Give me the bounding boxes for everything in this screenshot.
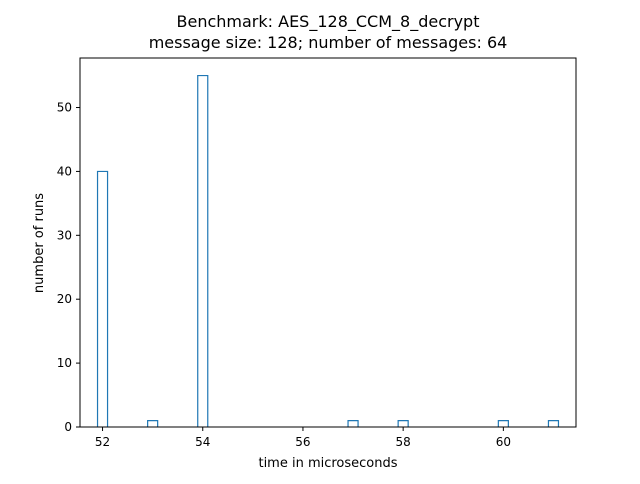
histogram-bar (547, 420, 560, 427)
histogram-bar (397, 420, 409, 427)
y-axis-label: number of runs (32, 193, 47, 293)
x-tick-label: 56 (295, 435, 310, 449)
histogram-bar (347, 420, 359, 427)
chart-title: Benchmark: AES_128_CCM_8_decrypt (177, 12, 480, 32)
y-tick-label: 10 (57, 356, 72, 370)
y-tick-label: 30 (57, 228, 72, 242)
y-tick-label: 20 (57, 292, 72, 306)
x-tick-label: 60 (496, 435, 511, 449)
ticks-layer: 52 54 56 58 60 0 10 20 30 40 50 (57, 101, 511, 449)
histogram-bar (197, 74, 209, 427)
x-tick-label: 58 (396, 435, 411, 449)
chart-subtitle: message size: 128; number of messages: 6… (149, 33, 508, 52)
plot-frame (79, 57, 577, 428)
histogram-bar (497, 420, 509, 427)
histogram-bar (96, 170, 109, 427)
histogram-bar (147, 420, 159, 427)
x-tick-label: 52 (95, 435, 110, 449)
y-tick-label: 0 (64, 420, 72, 434)
y-tick-label: 50 (57, 101, 72, 115)
x-tick-label: 54 (195, 435, 210, 449)
x-axis-label: time in microseconds (258, 456, 397, 471)
bars-layer (96, 74, 560, 427)
y-tick-label: 40 (57, 164, 72, 178)
